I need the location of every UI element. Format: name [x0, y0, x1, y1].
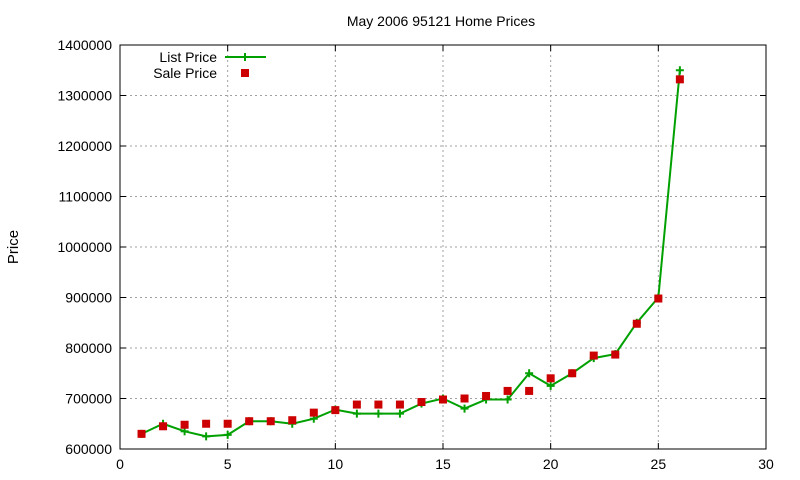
- list-price-point: [503, 395, 512, 404]
- y-tick-label: 700000: [65, 391, 112, 407]
- sale-price-point: [568, 369, 577, 378]
- legend-square-marker: [241, 69, 249, 77]
- x-tick-label: 5: [224, 456, 232, 472]
- list-price-point: [202, 432, 211, 441]
- legend-plus-marker: [241, 53, 249, 61]
- y-tick-label: 900000: [65, 290, 112, 306]
- list-price-point: [395, 409, 404, 418]
- sale-price-point: [611, 350, 620, 359]
- x-tick-label: 10: [328, 456, 344, 472]
- x-tick-label: 25: [651, 456, 667, 472]
- x-tick-label: 15: [435, 456, 451, 472]
- sale-price-point: [374, 400, 383, 409]
- legend-label: List Price: [159, 49, 217, 65]
- y-tick-label: 1200000: [57, 138, 112, 154]
- x-tick-label: 0: [116, 456, 124, 472]
- list-price-point: [546, 381, 555, 390]
- list-price-point: [352, 409, 361, 418]
- grid-lines: [120, 45, 766, 449]
- sale-price-point: [482, 391, 491, 400]
- list-price-point: [525, 369, 534, 378]
- sale-price-point: [266, 417, 275, 426]
- sale-price-point: [352, 400, 361, 409]
- sale-price-point: [202, 419, 211, 428]
- sale-price-point: [245, 417, 254, 426]
- sale-price-point: [417, 398, 426, 407]
- x-tick-label: 20: [543, 456, 559, 472]
- sale-price-point: [159, 422, 168, 431]
- sale-price-point: [223, 419, 232, 428]
- sale-price-point: [331, 406, 340, 415]
- sale-price-point: [288, 416, 297, 425]
- sale-price-point: [439, 395, 447, 404]
- sale-price-point: [460, 394, 469, 403]
- sale-price-point: [525, 386, 534, 395]
- sale-price-point: [395, 400, 404, 409]
- sale-price-point: [589, 351, 598, 360]
- list-price-point: [675, 66, 684, 75]
- list-price-point: [460, 404, 469, 413]
- data-series: [137, 66, 684, 441]
- chart-title: May 2006 95121 Home Prices: [347, 13, 535, 29]
- sale-price-point: [632, 319, 641, 328]
- list-price-point: [223, 430, 232, 439]
- y-tick-label: 600000: [65, 441, 112, 457]
- axis-ticks: 0 5 10 15 20 25 30 600000 700000 800000 900000 1000…: [57, 37, 774, 472]
- y-tick-label: 1100000: [59, 189, 113, 205]
- legend-label: Sale Price: [153, 65, 217, 81]
- list-price-point: [374, 409, 383, 418]
- y-tick-label: 1300000: [57, 88, 112, 104]
- sale-price-point: [309, 408, 318, 417]
- x-tick-label: 30: [758, 456, 774, 472]
- y-tick-label: 1000000: [57, 239, 112, 255]
- sale-price-point: [503, 386, 512, 395]
- sale-price-point: [180, 420, 189, 429]
- list-price-line: [141, 70, 681, 438]
- y-tick-label: 1400000: [57, 37, 112, 53]
- sale-price-point: [654, 294, 663, 303]
- sale-price-point: [137, 429, 146, 438]
- y-axis-label: Price: [5, 230, 22, 264]
- y-tick-label: 800000: [65, 340, 112, 356]
- sale-price-point: [546, 374, 555, 383]
- sale-price-point: [675, 75, 684, 84]
